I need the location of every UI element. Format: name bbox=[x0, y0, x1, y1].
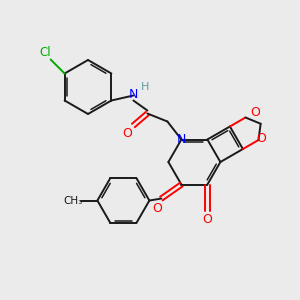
Text: O: O bbox=[250, 106, 260, 118]
Text: O: O bbox=[202, 213, 212, 226]
Text: N: N bbox=[129, 88, 138, 101]
Text: O: O bbox=[152, 202, 162, 215]
Text: O: O bbox=[122, 127, 132, 140]
Text: Cl: Cl bbox=[40, 46, 51, 59]
Text: N: N bbox=[177, 133, 186, 146]
Text: H: H bbox=[141, 82, 150, 92]
Text: O: O bbox=[256, 132, 266, 145]
Text: CH₃: CH₃ bbox=[64, 196, 83, 206]
